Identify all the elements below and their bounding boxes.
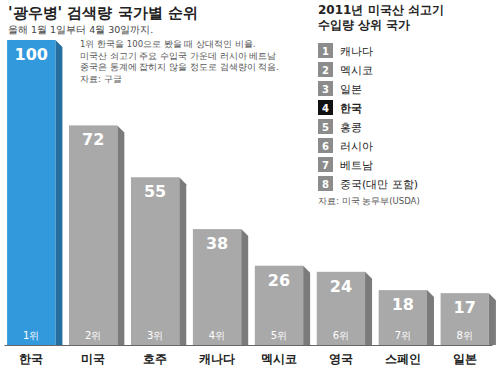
- bar: [441, 293, 489, 345]
- bar: [317, 272, 365, 345]
- bar: [255, 266, 303, 345]
- inset-rank-box: [318, 62, 333, 77]
- x-axis-line: [5, 345, 493, 346]
- labels: 100725538262418171위2위3위4위5위6위7위8위: [15, 45, 476, 341]
- bar-side: [55, 40, 62, 345]
- annotation: 1위 한국을 100으로 봤을 때 상대적인 비율.: [80, 39, 256, 49]
- inset-rank-box: [318, 81, 333, 96]
- data-label: 18: [392, 295, 414, 314]
- data-label: 72: [82, 130, 104, 149]
- inset-name: 중국(대만 포함): [340, 178, 418, 191]
- inset-rank: 3: [322, 84, 329, 95]
- rank-label: 2위: [85, 330, 101, 341]
- inset-name: 홍콩: [340, 121, 362, 134]
- x-tick: 미국: [81, 345, 105, 366]
- inset-name: 멕시코: [340, 64, 373, 77]
- inset-rank-box: [318, 176, 333, 191]
- bar-side: [179, 177, 186, 345]
- x-tick: 멕시코: [261, 345, 297, 366]
- rank-label: 5위: [271, 330, 287, 341]
- inset-rank-box: [318, 43, 333, 58]
- rank-label: 4위: [209, 330, 225, 341]
- annotation: 미국산 쇠고기 주요 수입국 가운데 러시아 베트남: [80, 51, 276, 61]
- x-tick: 캐나다: [198, 345, 235, 366]
- inset-name: 베트남: [340, 159, 373, 172]
- inset-name: 한국: [340, 102, 362, 115]
- rank-label: 6위: [333, 330, 349, 341]
- x-tick-label: 호주: [143, 352, 167, 366]
- chart: '광우병' 검색량 국가별 순위올해 1월 1일부터 4월 30일까지. 1위 한…: [0, 0, 500, 373]
- x-tick-label: 멕시코: [261, 352, 297, 366]
- inset-title: 수입량 상위 국가: [318, 18, 410, 32]
- inset-rank: 7: [322, 160, 329, 171]
- x-tick-label: 미국: [81, 352, 105, 366]
- bar-side: [303, 266, 310, 345]
- bar-side: [489, 293, 496, 345]
- bar: [379, 290, 427, 345]
- x-tick: 스페인: [385, 345, 421, 366]
- title: '광우병' 검색량 국가별 순위: [8, 4, 198, 22]
- inset-source: 자료: 미국 농무부(USDA): [318, 196, 420, 206]
- bar-side: [117, 125, 124, 345]
- inset-rank-box: [318, 119, 333, 134]
- data-label: 55: [144, 182, 166, 201]
- x-tick-label: 스페인: [385, 352, 421, 366]
- x-axis: 한국 미국 호주 캐나다 멕시코 영국 스페인 일본: [5, 345, 493, 366]
- rank-label: 3위: [147, 330, 163, 341]
- x-tick-label: 한국: [19, 352, 43, 366]
- inset-rank: 5: [322, 122, 329, 133]
- inset-title: 2011년 미국산 쇠고기: [318, 3, 444, 17]
- data-label: 17: [454, 298, 476, 317]
- inset-rank-box: [318, 157, 333, 172]
- inset-rank-box: [318, 100, 333, 115]
- x-tick-label: 캐나다: [198, 352, 235, 366]
- x-tick: 영국: [329, 345, 353, 366]
- bar-side: [365, 272, 372, 345]
- inset-rank-box: [318, 138, 333, 153]
- bar: [193, 229, 241, 345]
- x-tick: 일본: [453, 345, 477, 366]
- inset: 2011년 미국산 쇠고기수입량 상위 국가 1 캐나다 2 멕시코 3 일본 4 한국 5 홍콩 6…: [318, 3, 444, 206]
- inset-name: 일본: [340, 83, 362, 96]
- x-tick: 한국: [19, 345, 43, 366]
- inset-rank: 4: [322, 103, 329, 114]
- inset-name: 캐나다: [340, 45, 373, 58]
- data-label: 26: [268, 271, 290, 290]
- x-tick: 호주: [143, 345, 167, 366]
- annotation: 자료: 구글: [80, 74, 122, 84]
- inset-name: 러시아: [340, 140, 373, 153]
- bar: [69, 125, 117, 345]
- rank-label: 1위: [23, 330, 39, 341]
- bars: [7, 40, 496, 345]
- data-label: 24: [330, 277, 352, 296]
- x-tick-label: 일본: [453, 352, 477, 366]
- bar-side: [241, 229, 248, 345]
- inset-rank: 1: [322, 46, 329, 57]
- rank-label: 7위: [395, 330, 411, 341]
- rank-label: 8위: [457, 330, 473, 341]
- subtitle: 올해 1월 1일부터 4월 30일까지.: [8, 24, 153, 35]
- x-tick-label: 영국: [329, 352, 353, 366]
- inset-rank: 8: [322, 179, 329, 190]
- inset-rank: 6: [322, 141, 329, 152]
- inset-rank: 2: [322, 65, 329, 76]
- bar: [131, 177, 179, 345]
- data-label: 38: [206, 234, 228, 253]
- bar: [7, 40, 55, 345]
- bar-side: [427, 290, 434, 345]
- data-label: 100: [15, 45, 48, 64]
- annotation: 중국은 통계에 잡히지 않을 정도로 검색량이 적음.: [80, 62, 279, 72]
